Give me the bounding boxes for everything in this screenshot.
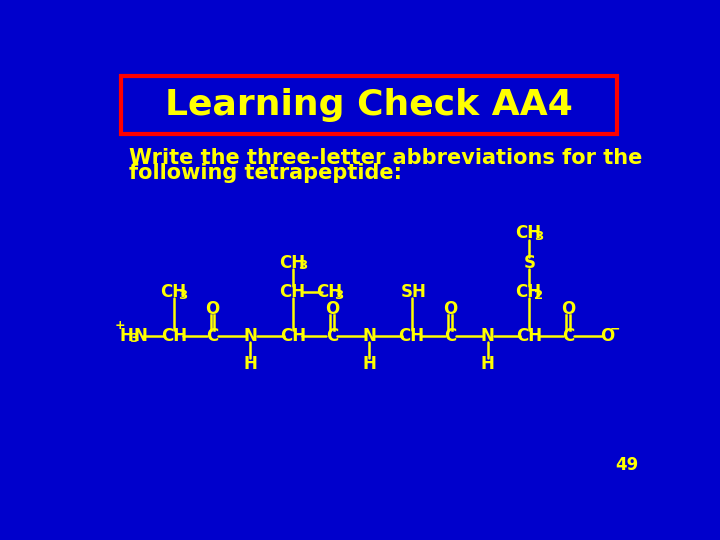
Text: N: N: [362, 327, 376, 345]
Text: O: O: [325, 300, 339, 318]
Text: CH: CH: [316, 283, 343, 301]
Text: H: H: [481, 355, 495, 373]
Text: O: O: [561, 300, 575, 318]
Text: N: N: [133, 327, 148, 345]
Text: N: N: [481, 327, 495, 345]
Text: Learning Check AA4: Learning Check AA4: [165, 88, 573, 122]
Text: 3: 3: [334, 288, 343, 301]
Text: H: H: [120, 327, 133, 345]
Text: 3: 3: [179, 288, 188, 301]
Text: N: N: [243, 327, 257, 345]
Text: C: C: [444, 327, 456, 345]
Bar: [121, 76, 617, 134]
Text: CH: CH: [279, 254, 305, 272]
Text: following tetrapeptide:: following tetrapeptide:: [129, 163, 402, 183]
Text: CH: CH: [280, 327, 306, 345]
Text: 49: 49: [616, 456, 639, 475]
Text: 2: 2: [534, 288, 544, 301]
Text: O: O: [444, 300, 457, 318]
Text: S: S: [523, 254, 536, 272]
Text: CH: CH: [399, 327, 425, 345]
Text: CH: CH: [160, 283, 186, 301]
Text: H: H: [362, 355, 376, 373]
Text: +: +: [115, 319, 125, 332]
Text: O: O: [600, 327, 615, 345]
Text: O: O: [205, 300, 220, 318]
Text: 3: 3: [534, 230, 544, 243]
Text: CH: CH: [279, 283, 305, 301]
Text: H: H: [243, 355, 257, 373]
Text: C: C: [207, 327, 219, 345]
Text: 3: 3: [298, 259, 307, 272]
Text: C: C: [325, 327, 338, 345]
Text: CH: CH: [516, 225, 541, 242]
Text: CH: CH: [516, 283, 541, 301]
Text: CH: CH: [161, 327, 186, 345]
Text: −: −: [611, 322, 621, 335]
Text: C: C: [562, 327, 575, 345]
Text: SH: SH: [401, 283, 427, 301]
Text: Write the three-letter abbreviations for the: Write the three-letter abbreviations for…: [129, 148, 642, 168]
Text: CH: CH: [516, 327, 542, 345]
Text: 3: 3: [130, 333, 139, 346]
